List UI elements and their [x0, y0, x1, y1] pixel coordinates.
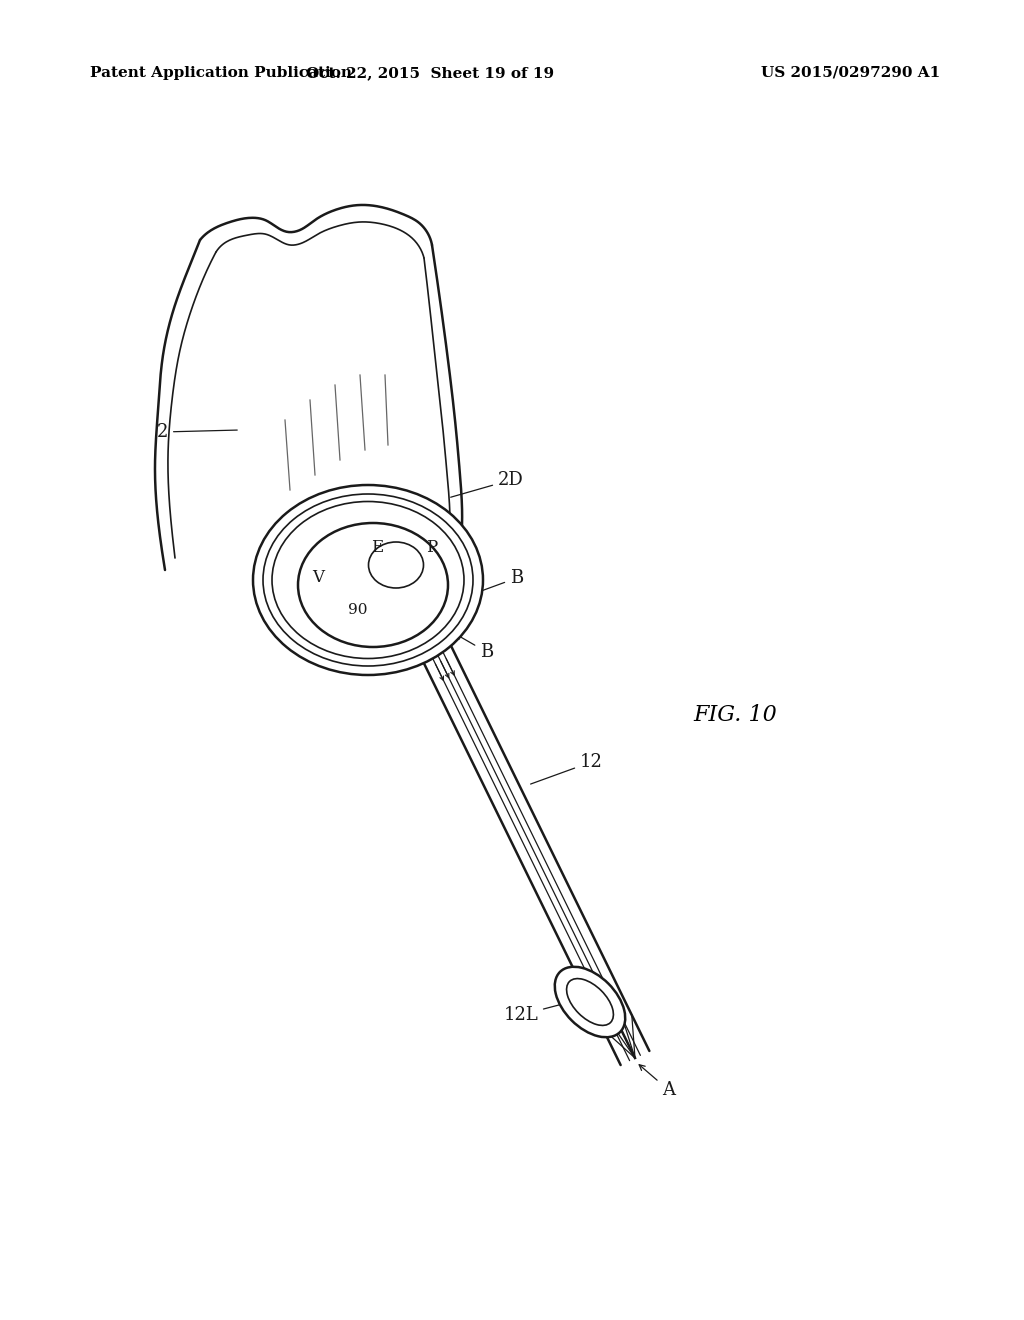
- Text: FIG. 10: FIG. 10: [693, 704, 777, 726]
- Text: 90: 90: [348, 603, 368, 616]
- Text: B: B: [466, 569, 523, 597]
- Text: US 2015/0297290 A1: US 2015/0297290 A1: [761, 66, 940, 81]
- Ellipse shape: [369, 543, 424, 587]
- Text: V: V: [312, 569, 324, 586]
- Text: 12L: 12L: [503, 1001, 575, 1024]
- Text: 2D: 2D: [451, 471, 523, 498]
- Text: 12: 12: [530, 752, 603, 784]
- Text: P: P: [426, 540, 437, 557]
- Ellipse shape: [253, 484, 483, 675]
- Text: E: E: [371, 540, 383, 557]
- Ellipse shape: [566, 978, 613, 1026]
- Text: Oct. 22, 2015  Sheet 19 of 19: Oct. 22, 2015 Sheet 19 of 19: [306, 66, 554, 81]
- Ellipse shape: [555, 966, 626, 1038]
- Text: B: B: [456, 634, 494, 661]
- Text: Patent Application Publication: Patent Application Publication: [90, 66, 352, 81]
- Ellipse shape: [298, 523, 449, 647]
- Text: 2: 2: [157, 422, 238, 441]
- Text: A: A: [639, 1065, 675, 1100]
